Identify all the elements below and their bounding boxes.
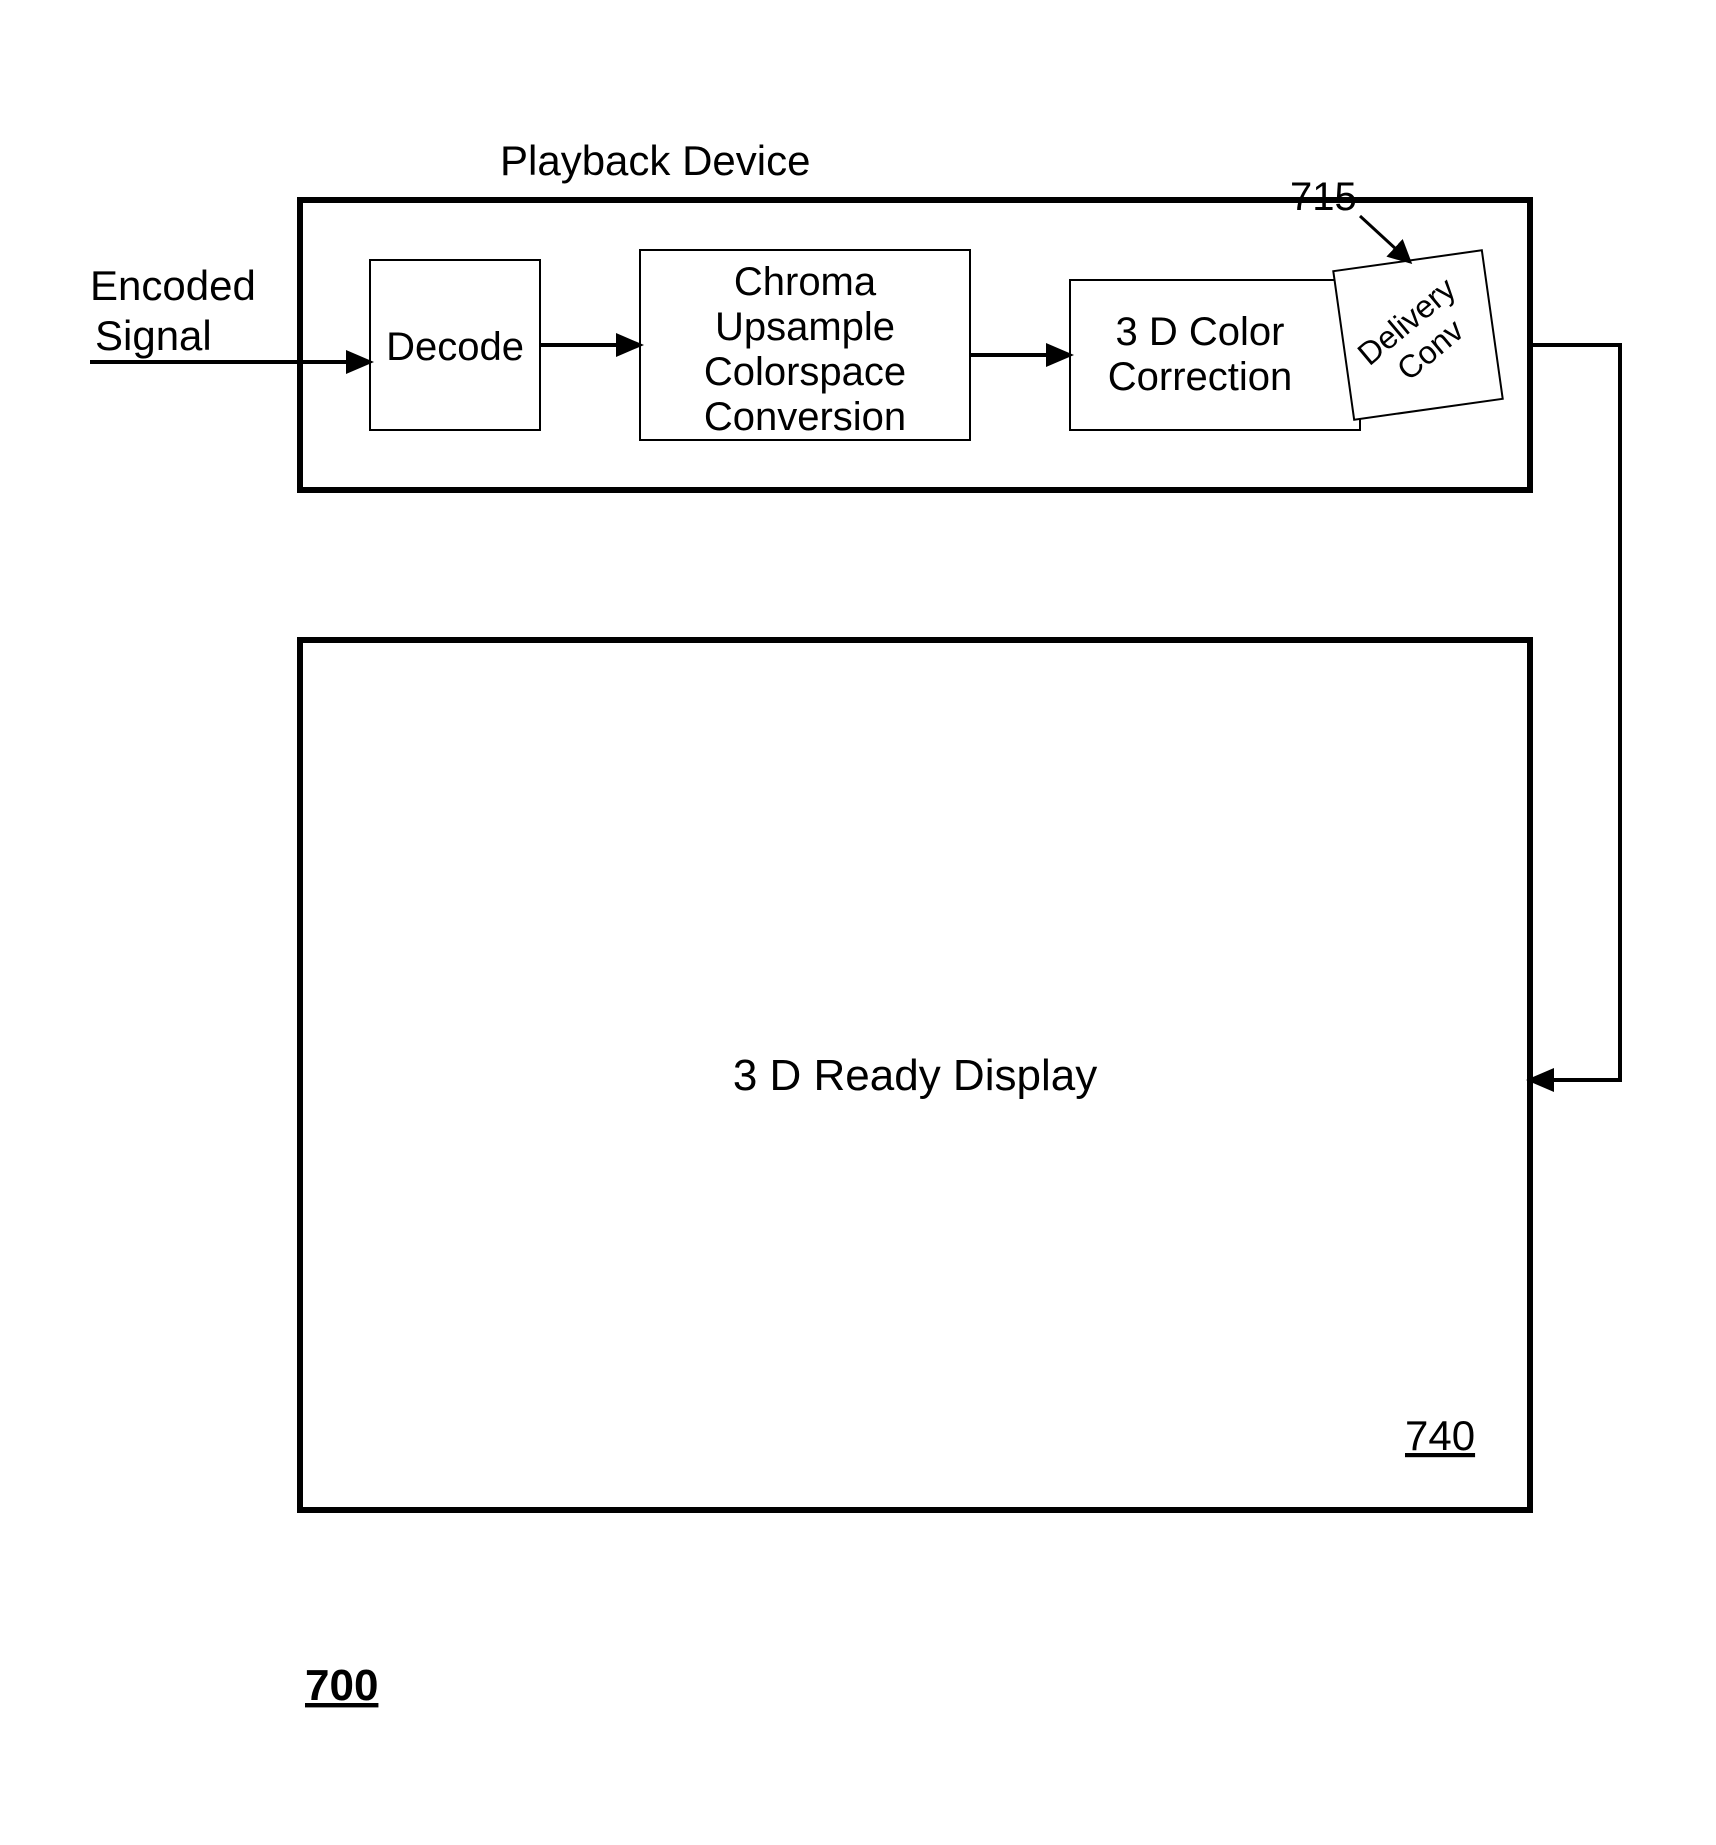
playback-title: Playback Device — [500, 137, 810, 184]
input-label-top: Encoded — [90, 262, 256, 309]
ref-715: 715 — [1290, 175, 1357, 219]
arrow-playback-to-display — [1530, 345, 1620, 1080]
chroma-l2: Upsample — [715, 305, 895, 349]
display-label: 3 D Ready Display — [733, 1051, 1097, 1100]
delivery-conv-group: Delivery Conv — [1333, 250, 1502, 419]
color-l2: Correction — [1108, 355, 1293, 399]
chroma-l1: Chroma — [734, 260, 877, 304]
color-l1: 3 D Color — [1116, 310, 1285, 354]
input-label-bottom: Signal — [95, 312, 212, 359]
chroma-l4: Conversion — [704, 395, 906, 439]
decode-label: Decode — [386, 325, 524, 369]
ref-700: 700 — [305, 1661, 378, 1710]
chroma-l3: Colorspace — [704, 350, 906, 394]
delivery-conv-box — [1333, 250, 1502, 419]
ref-740: 740 — [1405, 1412, 1475, 1459]
ref-715-arrow — [1360, 216, 1410, 262]
block-diagram: Playback Device Encoded Signal Decode Ch… — [0, 0, 1716, 1845]
